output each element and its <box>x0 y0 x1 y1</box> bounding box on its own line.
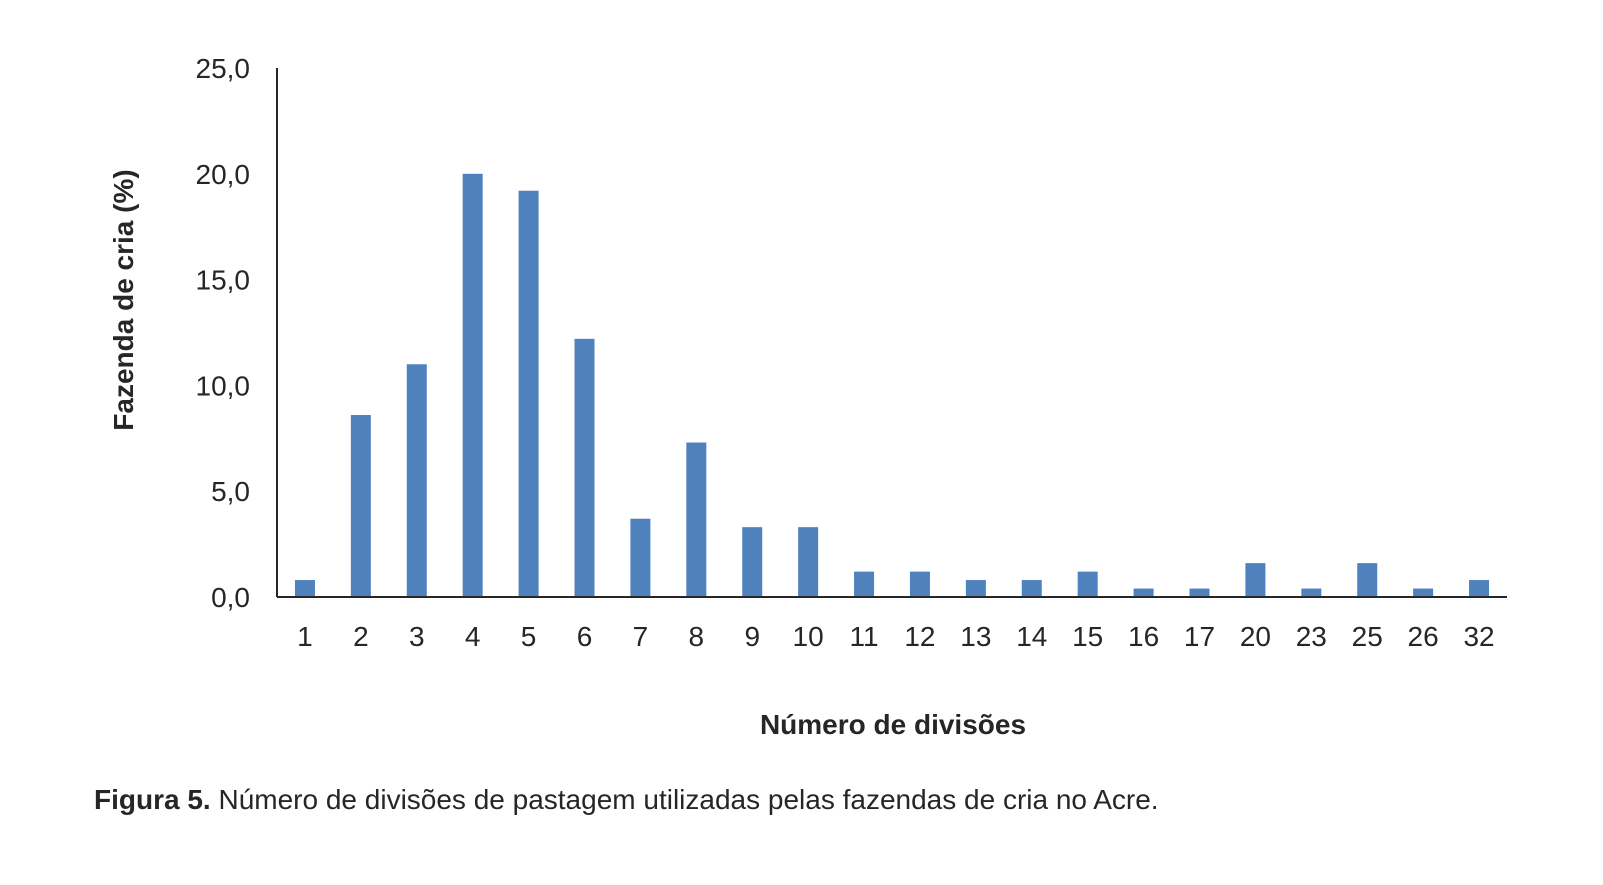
bar-9 <box>742 527 763 597</box>
x-tick-label: 5 <box>521 621 537 652</box>
bar-5 <box>518 190 539 598</box>
y-tick-label: 15,0 <box>196 265 251 296</box>
bar-13 <box>965 580 986 597</box>
y-tick-label: 25,0 <box>196 53 251 84</box>
x-tick-label: 6 <box>577 621 593 652</box>
x-tick-label: 23 <box>1296 621 1327 652</box>
x-tick-label: 17 <box>1184 621 1215 652</box>
bar-7 <box>630 518 651 597</box>
x-tick-label: 26 <box>1408 621 1439 652</box>
y-tick-label: 0,0 <box>211 582 250 613</box>
y-axis-ticks: 0,0 5,0 10,0 15,0 20,0 25,0 <box>196 53 251 613</box>
bar-6 <box>574 338 595 597</box>
figure-caption: Figura 5. Número de divisões de pastagem… <box>94 784 1159 816</box>
y-tick-label: 10,0 <box>196 370 251 401</box>
bar-14 <box>1021 580 1042 597</box>
y-tick-label: 5,0 <box>211 476 250 507</box>
bar-10 <box>798 527 819 597</box>
bar-2 <box>350 415 371 597</box>
bar-20 <box>1245 563 1266 597</box>
bar-25 <box>1357 563 1378 597</box>
bar-15 <box>1077 571 1098 597</box>
x-tick-label: 12 <box>904 621 935 652</box>
x-tick-label: 2 <box>353 621 369 652</box>
x-tick-label: 20 <box>1240 621 1271 652</box>
x-tick-label: 32 <box>1463 621 1494 652</box>
bar-16 <box>1133 588 1154 597</box>
bar-26 <box>1413 588 1434 597</box>
bar-8 <box>686 442 707 597</box>
bar-3 <box>406 364 427 597</box>
bar-1 <box>294 580 315 597</box>
x-tick-label: 9 <box>744 621 760 652</box>
x-tick-label: 3 <box>409 621 425 652</box>
caption-text: Número de divisões de pastagem utilizada… <box>210 784 1159 815</box>
caption-label: Figura 5. <box>94 784 211 815</box>
x-axis-title: Número de divisões <box>760 709 1026 740</box>
bar-4 <box>462 173 483 598</box>
bar-12 <box>909 571 930 597</box>
x-tick-label: 14 <box>1016 621 1047 652</box>
x-tick-label: 15 <box>1072 621 1103 652</box>
y-axis-title: Fazenda de cria (%) <box>108 169 139 430</box>
x-tick-label: 7 <box>633 621 649 652</box>
x-tick-label: 13 <box>960 621 991 652</box>
bars <box>294 173 1490 598</box>
x-tick-label: 16 <box>1128 621 1159 652</box>
x-tick-label: 25 <box>1352 621 1383 652</box>
bar-32 <box>1469 580 1490 597</box>
bar-11 <box>854 571 875 597</box>
x-tick-label: 1 <box>297 621 313 652</box>
x-tick-label: 11 <box>850 621 879 652</box>
y-tick-label: 20,0 <box>196 159 251 190</box>
x-tick-label: 10 <box>793 621 824 652</box>
x-tick-label: 8 <box>689 621 705 652</box>
x-tick-label: 4 <box>465 621 481 652</box>
x-axis-ticks: 1 2 3 4 5 6 7 8 9 10 11 12 13 14 15 16 17 20 23 25 26 32 <box>297 621 1494 652</box>
bar-23 <box>1301 588 1322 597</box>
bar-17 <box>1189 588 1210 597</box>
